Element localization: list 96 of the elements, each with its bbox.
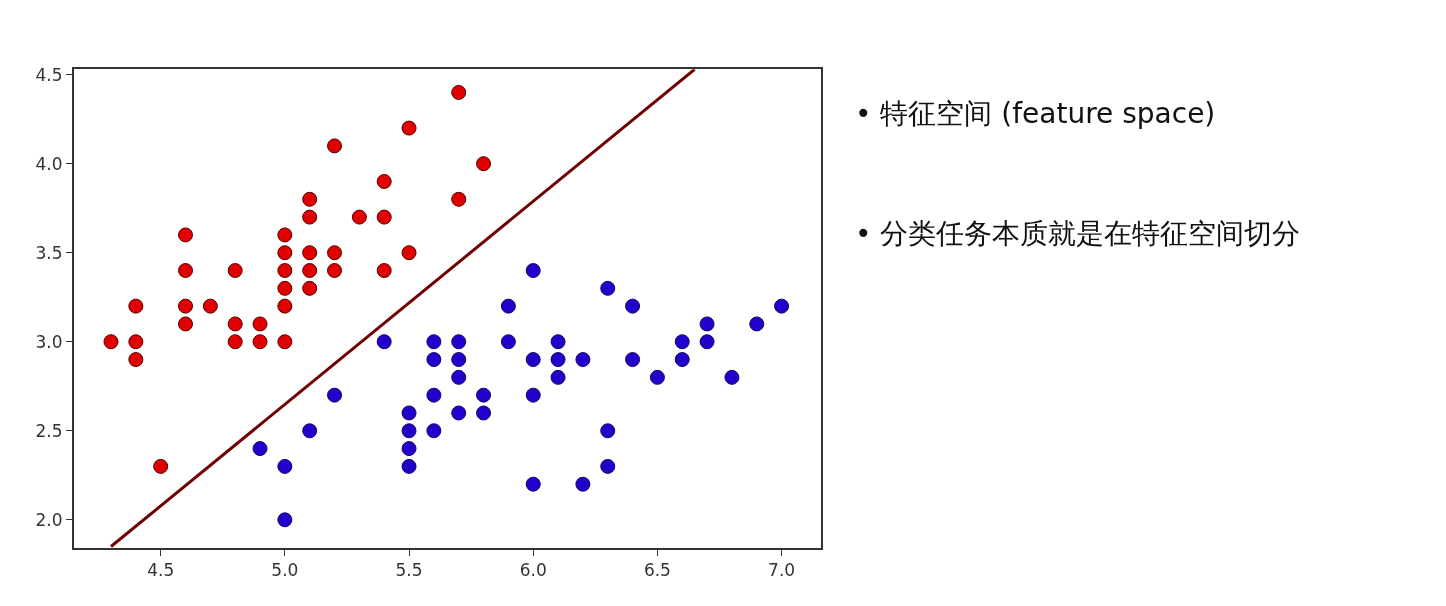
point: [550, 352, 566, 368]
point: [401, 441, 417, 457]
point: [500, 334, 516, 350]
point: [451, 405, 467, 421]
point: [302, 245, 318, 261]
x-tick-label: 4.5: [147, 560, 175, 581]
point: [451, 369, 467, 385]
point: [302, 263, 318, 279]
point: [525, 263, 541, 279]
point: [600, 458, 616, 474]
point: [277, 280, 293, 296]
point: [153, 458, 169, 474]
point: [525, 387, 541, 403]
point: [451, 84, 467, 100]
point: [401, 423, 417, 439]
point: [277, 245, 293, 261]
y-tick-label: 3.5: [35, 242, 63, 263]
y-tick-label: 2.0: [35, 509, 63, 530]
point: [525, 352, 541, 368]
point: [302, 209, 318, 225]
point: [699, 334, 715, 350]
point: [351, 209, 367, 225]
point: [401, 458, 417, 474]
point: [227, 263, 243, 279]
point: [476, 156, 492, 172]
point: [277, 227, 293, 243]
y-tick-label: 2.5: [35, 420, 63, 441]
point: [401, 405, 417, 421]
point: [674, 352, 690, 368]
y-tick-label: 3.0: [35, 331, 63, 352]
point: [451, 191, 467, 207]
point: [128, 298, 144, 314]
point: [426, 387, 442, 403]
point: [277, 334, 293, 350]
point: [476, 405, 492, 421]
point: [575, 476, 591, 492]
point: [327, 245, 343, 261]
point: [600, 423, 616, 439]
point: [302, 191, 318, 207]
x-tick-label: 7.0: [768, 560, 796, 581]
x-tick-label: 5.0: [271, 560, 299, 581]
point: [252, 441, 268, 457]
point: [774, 298, 790, 314]
point: [277, 512, 293, 528]
text: • 特征空间 (feature space): [855, 97, 1216, 130]
point: [625, 352, 641, 368]
x-tick-label: 5.5: [395, 560, 423, 581]
point: [649, 369, 665, 385]
point: [426, 423, 442, 439]
point: [699, 316, 715, 332]
point: [128, 352, 144, 368]
point: [178, 298, 194, 314]
x-tick-label: 6.0: [519, 560, 547, 581]
point: [451, 334, 467, 350]
point: [128, 334, 144, 350]
point: [476, 387, 492, 403]
point: [227, 334, 243, 350]
point: [178, 227, 194, 243]
point: [178, 316, 194, 332]
point: [401, 245, 417, 261]
point: [749, 316, 765, 332]
point: [252, 334, 268, 350]
y-tick-label: 4.0: [35, 153, 63, 174]
point: [178, 263, 194, 279]
point: [500, 298, 516, 314]
point: [376, 209, 392, 225]
point: [376, 334, 392, 350]
point: [376, 263, 392, 279]
point: [327, 138, 343, 154]
text: • 分类任务本质就是在特征空间切分: [855, 217, 1301, 250]
point: [575, 352, 591, 368]
point: [625, 298, 641, 314]
point: [327, 263, 343, 279]
point: [376, 173, 392, 189]
point: [302, 280, 318, 296]
point: [103, 334, 119, 350]
x-tick-label: 6.5: [643, 560, 671, 581]
point: [327, 387, 343, 403]
point: [227, 316, 243, 332]
point: [674, 334, 690, 350]
point: [277, 298, 293, 314]
point: [277, 263, 293, 279]
point: [202, 298, 218, 314]
point: [277, 458, 293, 474]
point: [426, 334, 442, 350]
point: [426, 352, 442, 368]
point: [451, 352, 467, 368]
point: [600, 280, 616, 296]
point: [550, 369, 566, 385]
point: [302, 423, 318, 439]
y-tick-label: 4.5: [35, 64, 63, 85]
point: [401, 120, 417, 136]
point: [525, 476, 541, 492]
point: [724, 369, 740, 385]
point: [252, 316, 268, 332]
point: [550, 334, 566, 350]
